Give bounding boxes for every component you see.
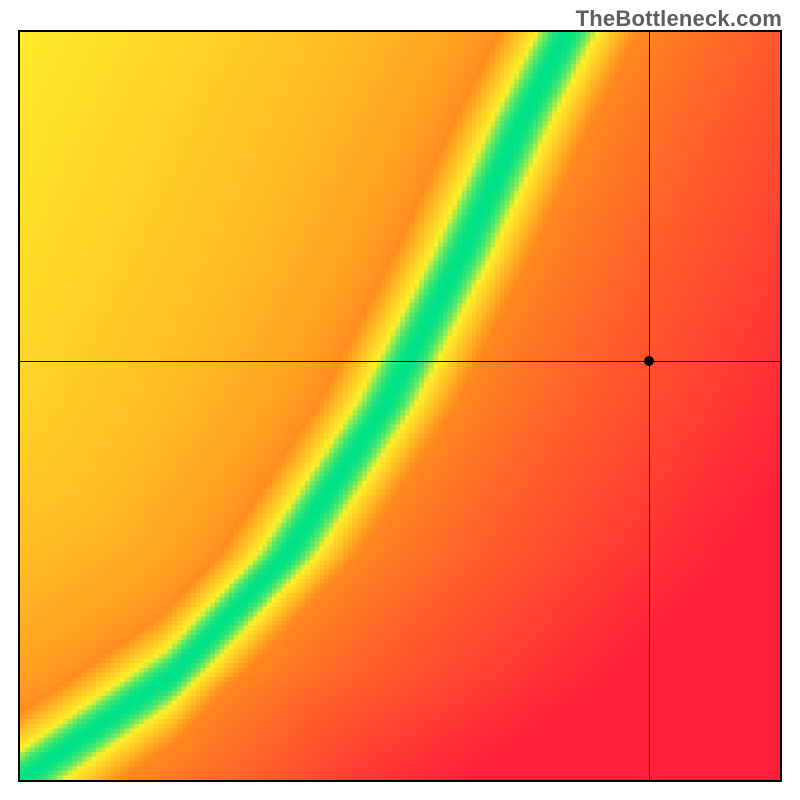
heatmap-canvas	[20, 32, 780, 780]
watermark-text: TheBottleneck.com	[576, 6, 782, 32]
crosshair-horizontal	[20, 361, 780, 362]
crosshair-vertical	[649, 32, 650, 780]
plot-area	[18, 30, 782, 782]
chart-container: TheBottleneck.com	[0, 0, 800, 800]
crosshair-marker	[644, 356, 654, 366]
